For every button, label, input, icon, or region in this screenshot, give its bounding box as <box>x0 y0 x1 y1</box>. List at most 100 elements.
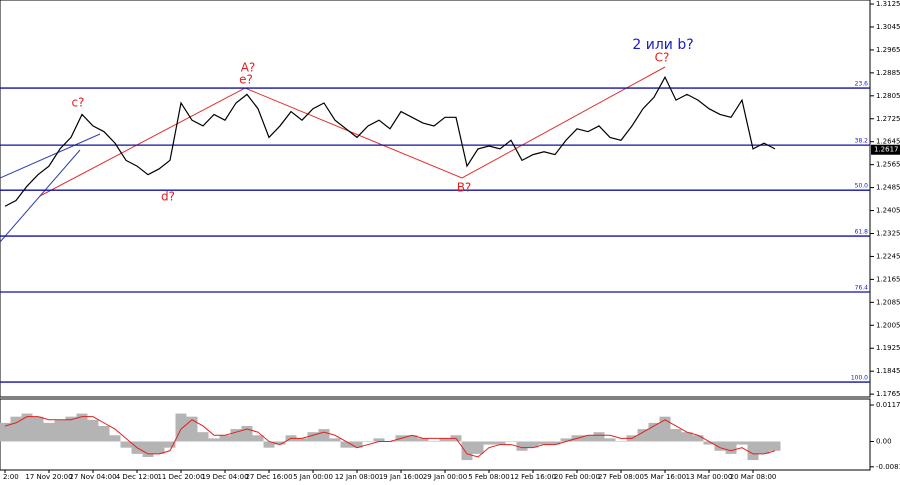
osc-bar <box>54 419 66 442</box>
y-tick-label: 1.2885 <box>876 69 900 77</box>
wave-label: C? <box>655 51 670 65</box>
x-tick-label: 12 Jan 08:00 <box>335 473 379 481</box>
y-tick-label: 1.2245 <box>876 252 900 260</box>
osc-bar <box>714 441 726 451</box>
osc-bar <box>615 441 627 442</box>
osc-bar <box>10 416 22 442</box>
x-tick-label: 11 Dec 20:00 <box>157 473 204 481</box>
osc-bar <box>109 435 121 442</box>
osc-bar <box>252 435 264 442</box>
osc-bar <box>461 441 473 461</box>
osc-bar <box>362 441 374 442</box>
osc-bar <box>87 419 99 442</box>
osc-bar <box>296 438 308 442</box>
osc-bar <box>505 441 517 442</box>
y-tick-label: 1.1765 <box>876 390 900 398</box>
x-tick-label: 5 Jan 00:00 <box>293 473 333 481</box>
wave-label: e? <box>239 73 253 87</box>
y-tick-label: 1.2645 <box>876 138 900 146</box>
wave-label: d? <box>161 190 175 204</box>
osc-bar <box>340 441 352 448</box>
y-tick-label: 1.3045 <box>876 23 900 31</box>
osc-bar <box>516 441 528 451</box>
x-tick-label: 27 Dec 16:00 <box>245 473 292 481</box>
y-tick-label: 1.2565 <box>876 161 900 169</box>
y-tick-label: 1.1845 <box>876 367 900 375</box>
y-tick-label: 1.2725 <box>876 115 900 123</box>
osc-bar <box>758 441 770 454</box>
fib-label: 100.0 <box>851 375 868 382</box>
x-tick-label: 20 Feb 00:00 <box>554 473 600 481</box>
last-price-box <box>871 144 900 155</box>
osc-bar <box>318 429 330 442</box>
fib-label: 38.2 <box>855 138 869 145</box>
osc-bar <box>241 425 253 442</box>
wave-label: 2 или b? <box>632 37 693 53</box>
osc-bar <box>197 432 209 442</box>
x-tick-label: 5 Mar 16:00 <box>644 473 686 481</box>
osc-bar <box>670 429 682 442</box>
osc-bar <box>164 441 176 448</box>
x-tick-label: 13 Mar 00:00 <box>686 473 733 481</box>
y-tick-label: 1.3125 <box>876 0 900 8</box>
osc-bar <box>747 441 759 461</box>
y-tick-label: 1.2965 <box>876 46 900 54</box>
osc-bar <box>582 435 594 442</box>
y-tick-label: 1.2165 <box>876 275 900 283</box>
y-tick-label: 1.2485 <box>876 184 900 192</box>
x-tick-label: 5 Feb 08:00 <box>468 473 509 481</box>
y-tick-label: 1.2805 <box>876 92 900 100</box>
x-tick-label: 19 Dec 04:00 <box>201 473 248 481</box>
osc-tick-label: -0.00817 <box>876 463 900 471</box>
wave-label: B? <box>457 181 472 195</box>
osc-bar <box>65 416 77 442</box>
osc-bar <box>175 413 187 442</box>
osc-bar <box>142 441 154 457</box>
osc-bar <box>648 422 660 442</box>
x-tick-label: 27 Feb 08:00 <box>598 473 644 481</box>
fib-label: 61.8 <box>855 229 869 236</box>
osc-bar <box>593 432 605 442</box>
x-tick-label: 27 Nov 04:00 <box>69 473 116 481</box>
osc-bar <box>219 435 231 442</box>
channel-lines <box>0 133 101 243</box>
osc-bar <box>538 441 550 445</box>
signal-line <box>4 416 776 458</box>
fib-label: 23.6 <box>855 81 869 88</box>
osc-bar <box>549 441 561 445</box>
y-tick-label: 1.2405 <box>876 207 900 215</box>
main-frame <box>0 0 871 398</box>
osc-bar <box>406 435 418 442</box>
osc-bar <box>230 429 242 442</box>
osc-tick-label: 0.01176 <box>876 401 900 409</box>
osc-bar <box>98 425 110 442</box>
osc-bar <box>604 438 616 442</box>
wave-label: A? <box>241 61 256 75</box>
osc-bar <box>483 441 495 445</box>
wave-lines <box>39 66 666 197</box>
x-tick-label: 4 Dec 12:00 <box>116 473 159 481</box>
fib-label: 50.0 <box>855 183 869 190</box>
x-tick-label: 2:00 <box>3 473 19 481</box>
osc-bar <box>428 441 440 442</box>
osc-bar <box>527 441 539 448</box>
channel-line <box>0 149 81 243</box>
osc-bar <box>153 441 165 454</box>
osc-bar <box>725 441 737 454</box>
osc-bar <box>32 416 44 442</box>
wave-zigzag <box>39 66 666 197</box>
osc-bar <box>692 435 704 442</box>
last-price-label: 1.2617 <box>874 146 899 154</box>
osc-bar <box>769 441 781 451</box>
osc-bar <box>21 413 33 442</box>
osc-bar <box>494 441 506 445</box>
osc-bar <box>637 429 649 442</box>
osc-bar <box>659 416 671 442</box>
osc-bar <box>186 416 198 442</box>
fib-label: 76.4 <box>855 285 869 292</box>
x-tick-label: 17 Nov 20:00 <box>25 473 72 481</box>
osc-bar <box>439 438 451 442</box>
osc-bar <box>43 422 55 442</box>
osc-bar <box>736 441 748 445</box>
y-tick-label: 1.1925 <box>876 344 900 352</box>
